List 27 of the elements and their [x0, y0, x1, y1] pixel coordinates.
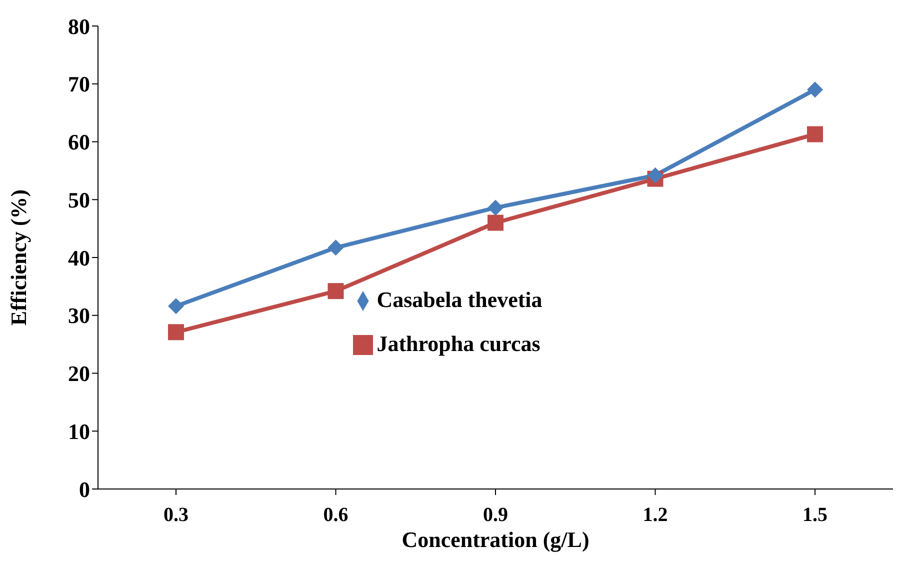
y-tick-label: 50 — [68, 187, 90, 212]
point — [168, 324, 184, 340]
point — [488, 214, 504, 231]
y-tick-label: 0 — [79, 476, 90, 502]
y-tick-label: 20 — [68, 361, 90, 386]
point — [488, 200, 504, 216]
y-tick-label: 80 — [68, 14, 90, 39]
x-tick-label: 0.9 — [483, 504, 508, 526]
point — [807, 126, 823, 142]
y-tick-label: 30 — [68, 303, 90, 328]
point — [168, 298, 184, 314]
y-tick-label: 10 — [68, 418, 90, 444]
y-tick-label: 60 — [68, 130, 90, 155]
legend-label: Casabela thevetia — [376, 286, 542, 312]
y-tick-label: 40 — [68, 245, 90, 270]
x-tick-label: 1.2 — [642, 504, 668, 526]
point — [807, 82, 823, 98]
y-axis-title: Efficiency (%) — [6, 189, 31, 326]
point — [328, 240, 344, 256]
x-axis-title: Concentration (g/L) — [402, 527, 590, 552]
y-tick-label: 70 — [68, 72, 90, 97]
legend-label: Jathropha curcas — [376, 330, 540, 356]
point — [647, 167, 664, 184]
point — [328, 283, 344, 300]
x-tick-label: 0.6 — [323, 504, 348, 526]
x-tick-label: 0.3 — [164, 504, 188, 526]
x-tick-label: 1.5 — [802, 504, 828, 526]
